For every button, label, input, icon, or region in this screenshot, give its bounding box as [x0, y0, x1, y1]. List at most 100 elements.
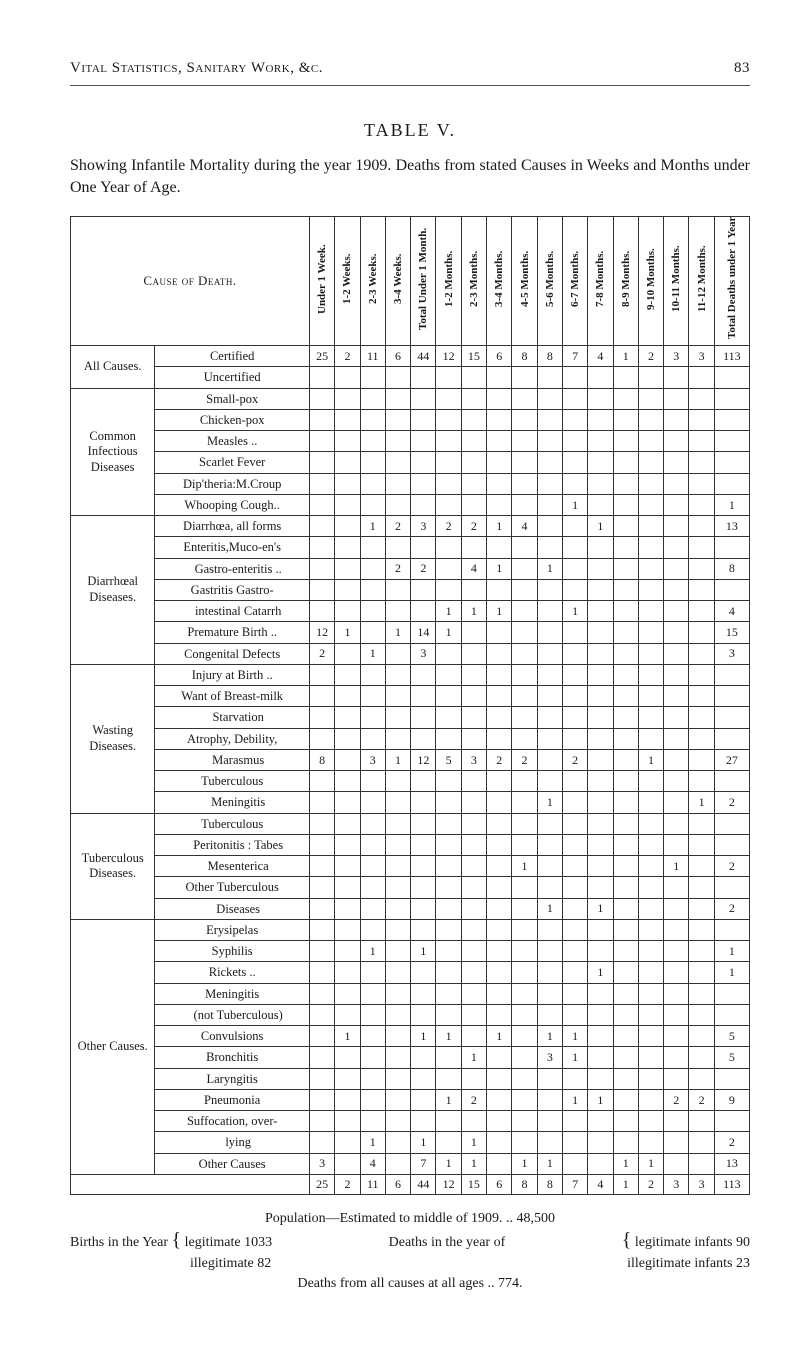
data-cell — [689, 1153, 714, 1174]
data-cell: 3 — [310, 1153, 335, 1174]
data-cell — [310, 452, 335, 473]
brace-icon: { — [622, 1229, 632, 1251]
data-cell — [588, 1111, 613, 1132]
data-cell: 2 — [335, 346, 360, 367]
data-cell — [335, 409, 360, 430]
data-cell — [613, 813, 638, 834]
data-cell — [537, 771, 562, 792]
data-cell — [537, 473, 562, 494]
data-cell — [537, 983, 562, 1004]
data-cell — [664, 941, 689, 962]
data-cell — [385, 813, 410, 834]
data-cell — [562, 579, 587, 600]
infantile-mortality-table: Cause of Death. Under 1 Week.1-2 Weeks.2… — [70, 216, 750, 1195]
data-cell: 2 — [487, 749, 512, 770]
data-cell — [689, 728, 714, 749]
data-cell — [664, 367, 689, 388]
table-row: Convulsions1111115 — [71, 1026, 750, 1047]
data-cell — [613, 494, 638, 515]
data-cell — [461, 473, 486, 494]
data-cell: 12 — [310, 622, 335, 643]
data-cell: 1 — [385, 749, 410, 770]
data-cell — [411, 898, 436, 919]
data-cell — [537, 834, 562, 855]
data-cell — [689, 962, 714, 983]
data-cell — [537, 622, 562, 643]
data-cell: 5 — [714, 1047, 749, 1068]
data-cell — [664, 1153, 689, 1174]
data-cell — [411, 1004, 436, 1025]
cause-label: Congenital Defects — [155, 643, 310, 664]
data-cell: 1 — [360, 1132, 385, 1153]
data-cell: 3 — [411, 643, 436, 664]
data-cell — [638, 792, 663, 813]
group-label: Common Infectious Diseases — [71, 388, 155, 516]
data-cell — [310, 919, 335, 940]
data-cell — [385, 409, 410, 430]
col-head-7: 3-4 Months. — [487, 217, 512, 346]
totals-cell: 3 — [664, 1174, 689, 1194]
data-cell: 2 — [461, 1089, 486, 1110]
data-cell: 1 — [714, 962, 749, 983]
data-cell — [588, 1004, 613, 1025]
data-cell: 2 — [385, 516, 410, 537]
data-cell — [335, 1068, 360, 1089]
data-cell — [487, 771, 512, 792]
header-row: Cause of Death. Under 1 Week.1-2 Weeks.2… — [71, 217, 750, 346]
data-cell — [512, 1004, 537, 1025]
data-cell — [638, 686, 663, 707]
data-cell — [664, 877, 689, 898]
data-cell: 1 — [537, 792, 562, 813]
data-cell — [335, 1004, 360, 1025]
data-cell — [664, 1026, 689, 1047]
col-head-3: 3-4 Weeks. — [385, 217, 410, 346]
data-cell — [436, 792, 461, 813]
data-cell — [613, 983, 638, 1004]
data-cell: 6 — [385, 346, 410, 367]
data-cell — [613, 558, 638, 579]
cause-label: Enteritis,Muco-en's — [155, 537, 310, 558]
data-cell — [664, 792, 689, 813]
data-cell — [689, 983, 714, 1004]
data-cell — [310, 367, 335, 388]
data-cell — [461, 1004, 486, 1025]
data-cell: 1 — [487, 558, 512, 579]
data-cell — [411, 834, 436, 855]
data-cell — [436, 707, 461, 728]
cause-label: Erysipelas — [155, 919, 310, 940]
data-cell — [360, 473, 385, 494]
data-cell — [411, 962, 436, 983]
data-cell — [613, 622, 638, 643]
data-cell — [638, 388, 663, 409]
data-cell — [588, 452, 613, 473]
data-cell — [689, 941, 714, 962]
data-cell — [335, 919, 360, 940]
data-cell — [689, 1132, 714, 1153]
data-cell — [689, 388, 714, 409]
data-cell — [638, 1132, 663, 1153]
data-cell — [664, 452, 689, 473]
table-row: Tuberculous Diseases.Tuberculous — [71, 813, 750, 834]
data-cell — [512, 1111, 537, 1132]
data-cell — [310, 813, 335, 834]
data-cell — [613, 1089, 638, 1110]
data-cell — [664, 601, 689, 622]
cause-label: Dip'theria:M.Croup — [155, 473, 310, 494]
data-cell — [310, 983, 335, 1004]
data-cell — [360, 452, 385, 473]
col-head-15: 11-12 Months. — [689, 217, 714, 346]
data-cell — [664, 1068, 689, 1089]
data-cell — [512, 983, 537, 1004]
data-cell — [385, 1047, 410, 1068]
deaths-right-1: illegitimate infants 23 — [627, 1254, 750, 1274]
data-cell — [512, 898, 537, 919]
cause-label: Atrophy, Debility, — [155, 728, 310, 749]
data-cell — [461, 388, 486, 409]
data-cell — [360, 367, 385, 388]
data-cell — [310, 686, 335, 707]
data-cell — [562, 1004, 587, 1025]
cause-label: Other Causes — [155, 1153, 310, 1174]
data-cell — [588, 494, 613, 515]
data-cell: 1 — [385, 622, 410, 643]
data-cell — [638, 1068, 663, 1089]
